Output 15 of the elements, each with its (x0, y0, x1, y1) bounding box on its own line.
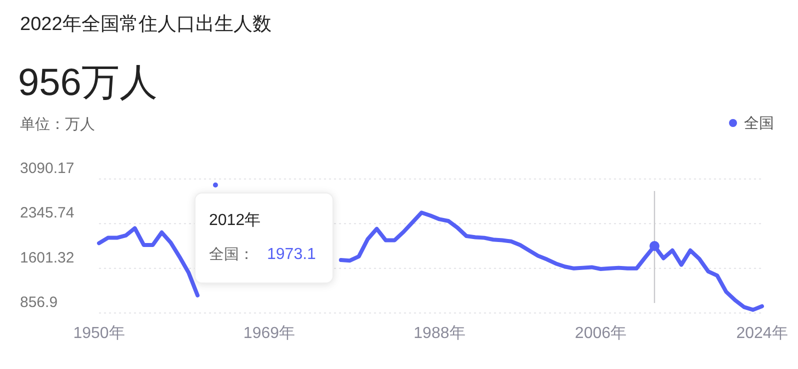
y-tick-label: 856.9 (20, 294, 58, 311)
annotation: 2012年 (209, 212, 261, 229)
chart-title: 2022年全国常住人口出生人数 (20, 14, 272, 35)
x-tick-label: 1988年 (414, 325, 466, 342)
x-tick-label: 1950年 (73, 325, 125, 342)
y-tick-label: 1601.32 (20, 249, 74, 266)
y-tick-label: 2345.74 (20, 204, 74, 222)
y-axis-title: 单位：万人 (20, 116, 95, 133)
annotation: 全国： 1973.1 (209, 246, 316, 263)
y-tick-label: 3090.17 (20, 160, 74, 177)
x-tick-label: 1969年 (243, 325, 296, 342)
chart-subtitle: 956万人 (18, 62, 158, 104)
x-tick-label: 2024年 (736, 325, 788, 342)
legend-label: 全国 (744, 115, 774, 132)
x-tick-label: 2006年 (574, 325, 627, 342)
